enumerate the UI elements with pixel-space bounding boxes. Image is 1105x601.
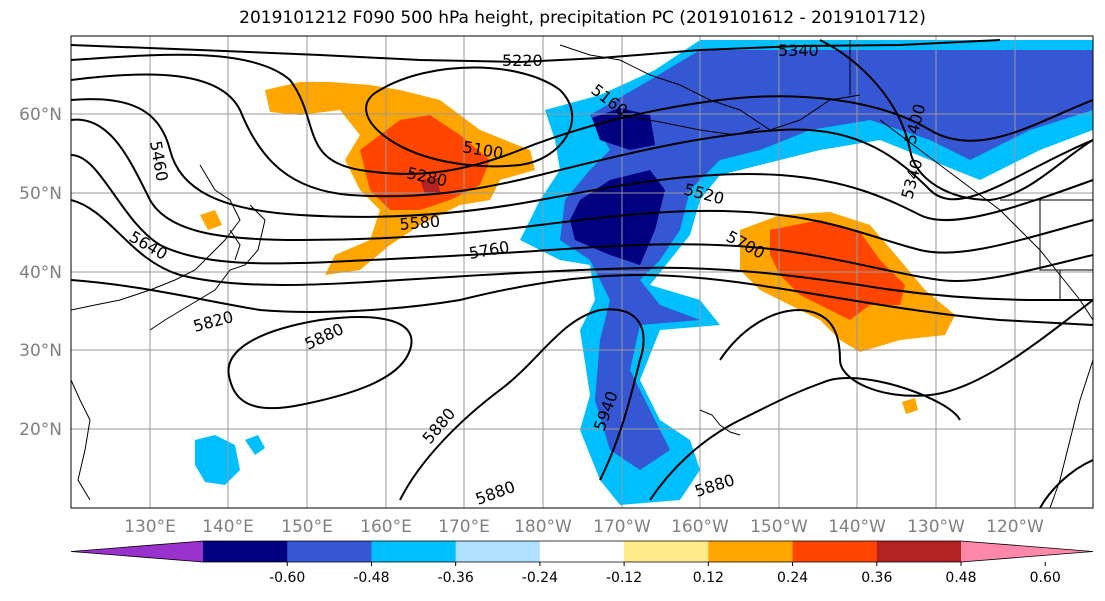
colorbar-tick-label: 0.24 xyxy=(777,570,808,586)
precip-small-blue-patch xyxy=(195,435,240,485)
precip-small-blue-patch-2 xyxy=(245,435,265,455)
colorbar-segment xyxy=(203,541,288,562)
colorbar-tick-label: -0.36 xyxy=(438,570,474,586)
precip-darkred-west xyxy=(420,178,440,194)
precip-small-orange-2 xyxy=(902,398,918,414)
map-title: 2019101212 F090 500 hPa height, precipit… xyxy=(239,8,926,28)
colorbar-segment xyxy=(371,541,457,562)
colorbar-tick-label: -0.24 xyxy=(522,570,558,586)
negative-precip-shading xyxy=(195,40,1093,505)
colorbar-tick-label: -0.48 xyxy=(353,570,389,586)
lon-label: 170°E xyxy=(438,517,490,537)
colorbar-segment xyxy=(539,541,625,562)
lon-label: 140°E xyxy=(202,517,254,537)
lat-label: 60°N xyxy=(19,105,62,125)
lon-label: 120°W xyxy=(986,517,1044,537)
colorbar-tick-label: 0.60 xyxy=(1030,570,1061,586)
lon-label: 130°E xyxy=(124,517,176,537)
height-contours xyxy=(71,39,1093,508)
lon-label: 140°W xyxy=(828,517,886,537)
latitude-labels: 60°N 50°N 40°N 30°N 20°N xyxy=(19,105,62,440)
longitude-labels: 130°E 140°E 150°E 160°E 170°E 180°W 170°… xyxy=(124,517,1044,537)
positive-precip-shading xyxy=(200,82,955,414)
map-frame xyxy=(70,35,1094,509)
contour-label: 5580 xyxy=(399,212,441,234)
map-plot-area: 5220 5340 5160 5100 5280 5460 5640 5580 … xyxy=(71,36,1093,508)
contour-label: 5340 xyxy=(778,41,819,60)
colorbar-segment xyxy=(455,541,541,562)
lon-label: 150°W xyxy=(750,517,808,537)
lon-label: 150°E xyxy=(281,517,333,537)
colorbar-tick-label: -0.12 xyxy=(606,570,642,586)
precip-mid-blue-band xyxy=(560,50,1093,470)
colorbar: -0.60 -0.48 -0.36 -0.24 -0.12 0.12 0.24 0.36 0.4… xyxy=(70,540,1094,586)
colorbar-tick-label: 0.48 xyxy=(945,570,976,586)
precip-red-west xyxy=(360,115,490,210)
lon-label: 130°W xyxy=(907,517,965,537)
lon-label: 180°W xyxy=(514,517,572,537)
colorbar-segment xyxy=(792,541,878,562)
lat-label: 40°N xyxy=(19,263,62,283)
colorbar-extend-high xyxy=(961,541,1093,562)
colorbar-segment xyxy=(876,541,962,562)
colorbar-tick-label: -0.60 xyxy=(269,570,305,586)
lat-label: 20°N xyxy=(19,420,62,440)
lat-label: 50°N xyxy=(19,184,62,204)
colorbar-segment xyxy=(624,541,709,562)
colorbar-tick-label: 0.12 xyxy=(693,570,724,586)
lat-label: 30°N xyxy=(19,341,62,361)
precip-small-orange-1 xyxy=(200,210,222,230)
colorbar-segment xyxy=(708,541,794,562)
colorbar-segment xyxy=(287,541,372,562)
colorbar-outline xyxy=(70,540,1094,563)
precip-red-east xyxy=(770,220,905,320)
colorbar-extend-low xyxy=(71,541,203,562)
contour-label: 5220 xyxy=(502,51,543,70)
lon-label: 170°W xyxy=(593,517,651,537)
colorbar-tick-label: 0.36 xyxy=(861,570,892,586)
lon-label: 160°E xyxy=(360,517,412,537)
lon-label: 160°W xyxy=(671,517,729,537)
precip-navy-core-south xyxy=(570,170,665,265)
